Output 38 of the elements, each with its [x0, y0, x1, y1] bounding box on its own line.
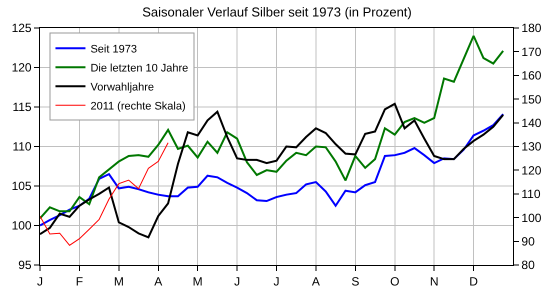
y-tick-label: 125 [12, 21, 32, 36]
legend-label: Vorwahljahre [90, 82, 154, 94]
x-tick-label: J [274, 274, 280, 288]
y2-tick-label: 150 [521, 92, 542, 106]
y-tick-label: 120 [12, 60, 32, 75]
x-tick-label: A [312, 274, 320, 288]
legend-label: Die letzten 10 Jahre [90, 62, 188, 75]
x-tick-label: A [154, 274, 162, 288]
chart-title: Saisonaler Verlauf Silber seit 1973 (in Prozent) [142, 4, 412, 20]
y-tick-label: 95 [18, 258, 32, 272]
x-tick-label: F [76, 274, 84, 288]
y2-tick-label: 120 [521, 163, 542, 178]
y2-tick-label: 160 [521, 68, 542, 83]
y2-tick-label: 140 [521, 116, 542, 130]
line-series [40, 34, 504, 220]
x-tick-label: J [234, 274, 240, 288]
line-series [40, 142, 169, 246]
y2-tick-label: 170 [521, 44, 542, 59]
y2-tick-label: 90 [521, 234, 536, 248]
y-tick-label: 100 [12, 218, 32, 233]
y2-tick-label: 110 [521, 187, 541, 202]
y-tick-label: 110 [12, 140, 32, 154]
x-tick-label: S [351, 274, 360, 288]
y2-tick-label: 80 [521, 258, 536, 272]
y-tick-label: 105 [12, 179, 32, 194]
y-tick-label: 115 [12, 100, 32, 114]
x-tick-label: N [430, 274, 439, 288]
x-tick-label: J [37, 274, 43, 288]
x-tick-label: M [192, 274, 203, 288]
y2-tick-label: 180 [521, 21, 542, 36]
legend-label: 2011 (rechte Skala) [90, 100, 186, 113]
legend-label: Seit 1973 [90, 44, 137, 56]
line-series [40, 113, 504, 226]
y2-tick-label: 100 [521, 210, 542, 225]
x-tick-label: M [114, 274, 124, 288]
x-tick-label: O [390, 274, 400, 288]
y2-tick-label: 130 [521, 140, 542, 154]
x-tick-label: D [469, 274, 478, 288]
